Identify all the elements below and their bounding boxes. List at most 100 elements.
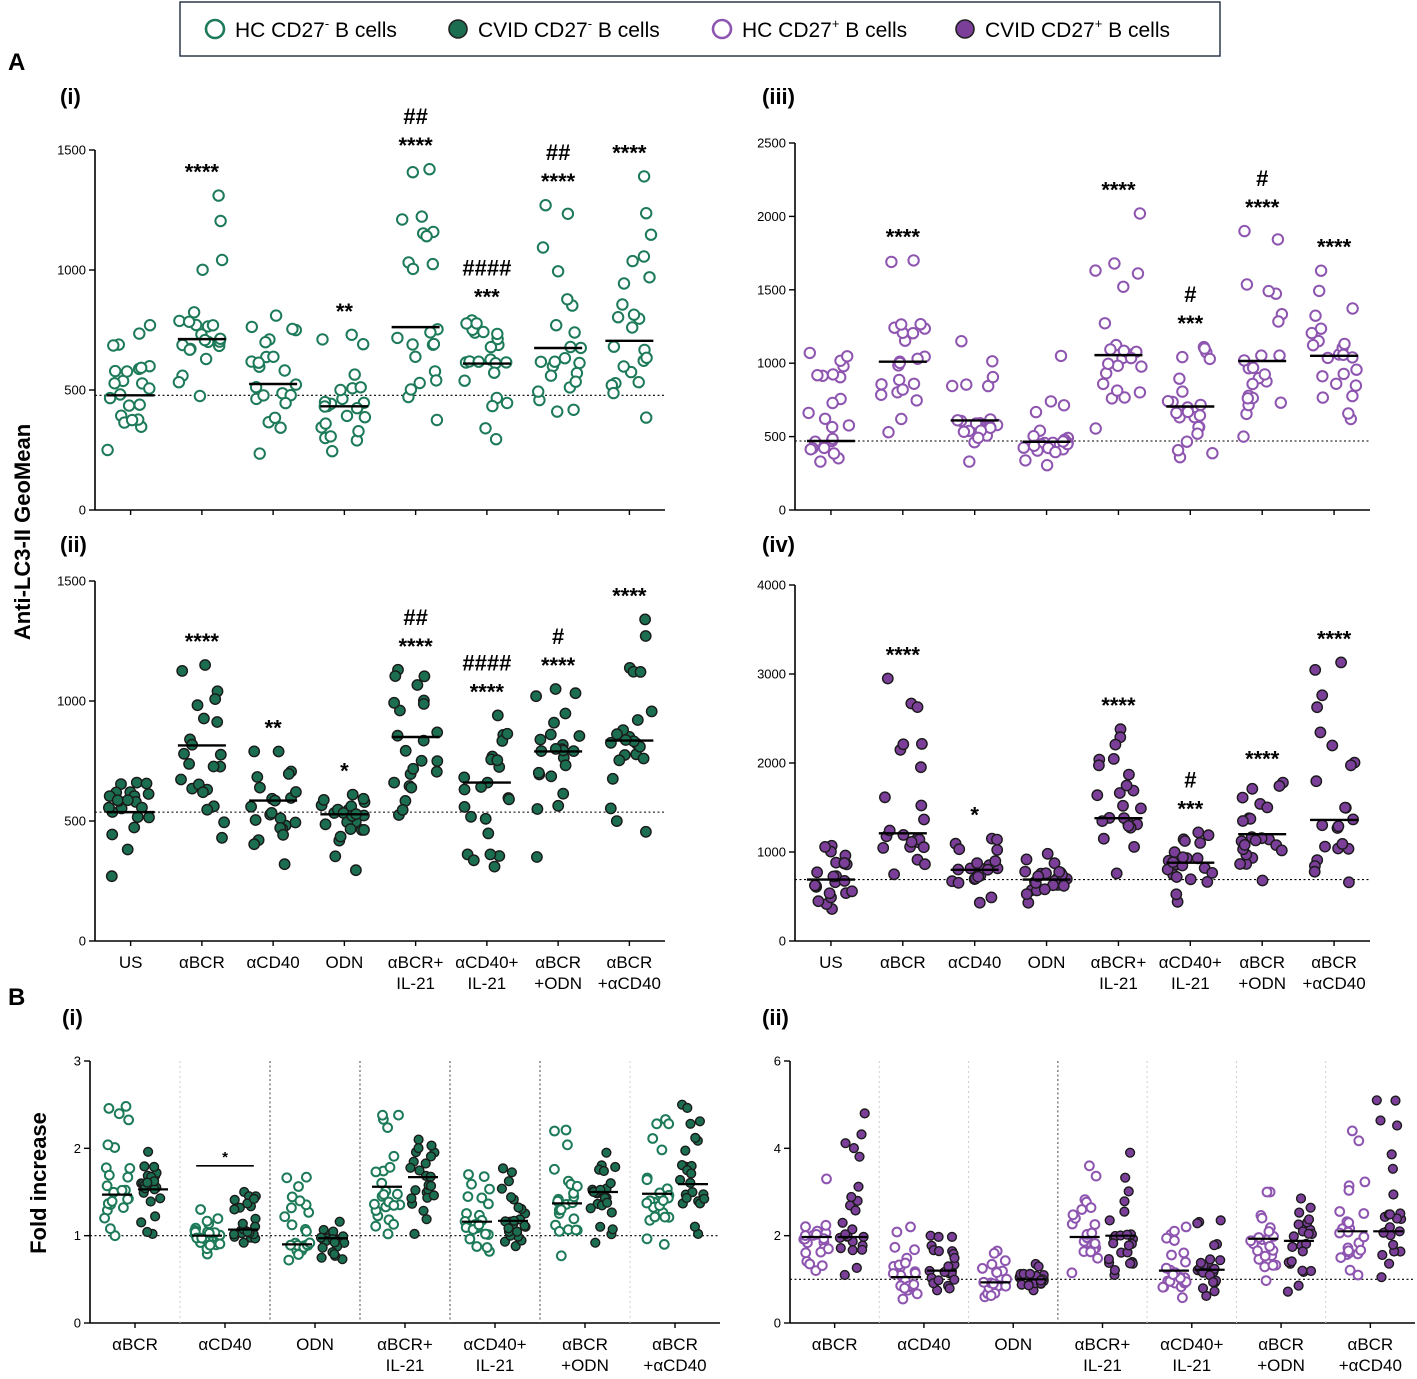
data-point: [265, 807, 278, 819]
data-point: [1117, 280, 1130, 293]
data-point: [1135, 802, 1147, 815]
data-point: [413, 1142, 424, 1154]
significance-label: #: [1184, 282, 1196, 307]
data-point: [1119, 1206, 1130, 1217]
significance-label: ****: [1245, 195, 1280, 220]
data-point: [1053, 866, 1066, 878]
data-point: [1316, 370, 1329, 383]
data-point: [388, 776, 400, 789]
significance-label: ****: [185, 629, 220, 654]
data-point: [358, 411, 372, 424]
significance-label: **: [336, 299, 354, 324]
data-point: [812, 895, 825, 908]
data-point: [489, 433, 503, 446]
y-tick-label: 500: [764, 429, 786, 444]
data-point: [848, 1142, 860, 1154]
data-point: [917, 841, 930, 854]
section-label-B: B: [8, 984, 25, 1011]
data-point: [1349, 379, 1363, 392]
category-label: +αCD40: [598, 974, 661, 993]
data-point: [426, 1140, 437, 1151]
data-point: [503, 793, 515, 806]
data-point: [155, 1193, 166, 1204]
data-point: [991, 833, 1003, 846]
data-point: [1246, 377, 1259, 391]
data-point: [531, 851, 543, 863]
data-point: [991, 844, 1004, 856]
significance-label: ****: [185, 160, 220, 185]
data-point: [212, 189, 225, 202]
data-point: [606, 772, 619, 785]
data-point: [458, 374, 471, 387]
data-point: [573, 356, 586, 370]
data-point: [316, 1252, 327, 1263]
data-point: [1023, 1280, 1034, 1291]
significance-label: ****: [541, 653, 576, 678]
y-tick-label: 0: [79, 503, 86, 518]
data-point: [846, 885, 858, 898]
data-point: [972, 870, 985, 883]
data-point: [946, 379, 959, 393]
data-point: [405, 781, 418, 794]
data-point: [382, 1228, 394, 1240]
data-point: [175, 773, 187, 786]
data-point: [1093, 759, 1105, 772]
significance-label: ****: [1101, 693, 1136, 718]
section-label-A: A: [8, 49, 25, 76]
data-point: [818, 441, 831, 455]
data-point: [957, 425, 971, 438]
data-point: [573, 730, 586, 742]
data-point: [357, 338, 370, 351]
data-point: [1103, 1253, 1115, 1265]
data-point: [1180, 1221, 1192, 1233]
data-point: [201, 803, 214, 816]
data-point: [278, 858, 291, 871]
data-point: [1169, 1225, 1180, 1237]
data-point: [1091, 789, 1104, 802]
data-point: [1017, 441, 1030, 454]
significance-label: ****: [1245, 747, 1280, 772]
data-point: [253, 447, 266, 460]
data-point: [1311, 701, 1324, 714]
data-point: [530, 690, 542, 703]
data-point: [802, 406, 815, 420]
data-point: [1049, 445, 1062, 459]
data-point: [484, 340, 498, 354]
data-point: [248, 838, 261, 851]
data-point: [891, 1226, 903, 1238]
data-point: [471, 1241, 483, 1252]
data-point: [486, 399, 499, 413]
data-point: [411, 679, 424, 691]
data-point: [689, 1221, 701, 1232]
data-point: [561, 207, 575, 221]
data-point: [682, 1102, 693, 1114]
data-point: [910, 394, 923, 407]
data-point: [977, 1263, 988, 1274]
data-point: [549, 1163, 560, 1175]
data-point: [1109, 738, 1122, 751]
data-point: [639, 613, 651, 626]
data-point: [410, 1185, 421, 1196]
data-point: [237, 1218, 248, 1229]
data-point: [319, 818, 332, 831]
data-point: [196, 263, 209, 276]
y-tick-label: 0: [79, 934, 86, 949]
data-point: [915, 761, 927, 774]
data-point: [334, 1216, 345, 1227]
data-point: [122, 1193, 133, 1205]
data-point: [1204, 1254, 1216, 1265]
data-point: [481, 1242, 493, 1253]
data-point: [694, 1116, 706, 1127]
data-point: [130, 776, 143, 789]
data-point: [1259, 1250, 1271, 1262]
data-point: [1334, 1206, 1346, 1217]
data-point: [1288, 1231, 1299, 1242]
data-point: [847, 1224, 858, 1235]
data-point: [889, 1241, 901, 1253]
data-point: [570, 1224, 582, 1236]
data-point: [1294, 1207, 1305, 1218]
data-point: [656, 1144, 668, 1156]
data-point: [611, 311, 625, 324]
y-tick-label: 0: [74, 1316, 81, 1331]
